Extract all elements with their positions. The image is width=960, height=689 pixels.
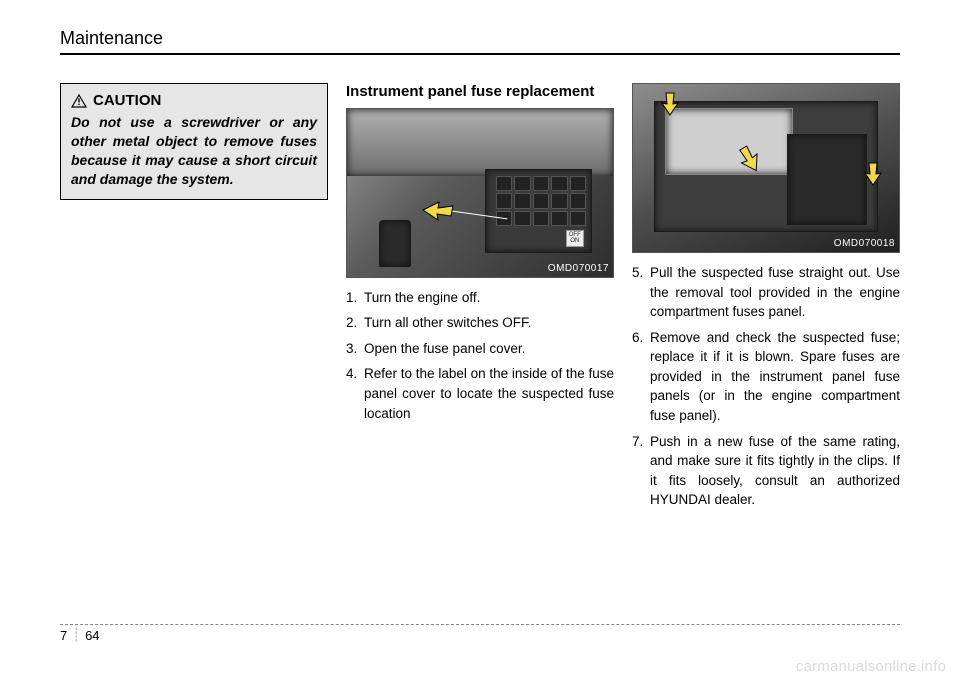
caution-title-row: CAUTION bbox=[71, 92, 317, 109]
step-item: 4.Refer to the label on the inside of th… bbox=[346, 364, 614, 423]
on-label: ON bbox=[569, 238, 581, 245]
step-text: Refer to the label on the inside of the … bbox=[362, 364, 614, 423]
arrow-icon bbox=[421, 196, 455, 231]
step-item: 6.Remove and check the suspected fuse; r… bbox=[632, 328, 900, 426]
step-number: 6. bbox=[632, 328, 648, 426]
steps-list-2: 5.Pull the suspected fuse straight out. … bbox=[632, 263, 900, 510]
column-3: OMD070018 5.Pull the suspected fuse stra… bbox=[632, 83, 900, 516]
section-header: Maintenance bbox=[60, 28, 900, 49]
step-number: 5. bbox=[632, 263, 648, 322]
caution-label: CAUTION bbox=[93, 92, 161, 109]
step-text: Pull the suspected fuse straight out. Us… bbox=[648, 263, 900, 322]
step-item: 7.Push in a new fuse of the same rating,… bbox=[632, 432, 900, 510]
step-number: 2. bbox=[346, 313, 362, 333]
step-item: 2.Turn all other switches OFF. bbox=[346, 313, 614, 333]
page-number: 7 ┊ 64 bbox=[60, 627, 900, 643]
steps-list-1: 1.Turn the engine off. 2.Turn all other … bbox=[346, 288, 614, 423]
step-number: 3. bbox=[346, 339, 362, 359]
step-text: Push in a new fuse of the same rating, a… bbox=[648, 432, 900, 510]
caution-box: CAUTION Do not use a screwdriver or any … bbox=[60, 83, 328, 200]
figure-instrument-panel: OFF ON OMD070017 bbox=[346, 108, 614, 278]
step-text: Open the fuse panel cover. bbox=[362, 339, 614, 359]
step-item: 1.Turn the engine off. bbox=[346, 288, 614, 308]
content-columns: CAUTION Do not use a screwdriver or any … bbox=[60, 83, 900, 516]
off-label: OFF bbox=[569, 232, 581, 239]
step-number: 4. bbox=[346, 364, 362, 423]
page-number-value: 64 bbox=[85, 628, 99, 643]
step-text: Turn all other switches OFF. bbox=[362, 313, 614, 333]
step-number: 1. bbox=[346, 288, 362, 308]
column-2: Instrument panel fuse replacement OFF bbox=[346, 83, 614, 516]
figure-code: OMD070017 bbox=[548, 263, 609, 274]
step-text: Remove and check the suspected fuse; rep… bbox=[648, 328, 900, 426]
caution-body: Do not use a screwdriver or any other me… bbox=[71, 113, 317, 189]
subsection-title: Instrument panel fuse replacement bbox=[346, 83, 614, 102]
page-sep: ┊ bbox=[69, 627, 83, 643]
step-item: 5.Pull the suspected fuse straight out. … bbox=[632, 263, 900, 322]
step-item: 3.Open the fuse panel cover. bbox=[346, 339, 614, 359]
footer-rule bbox=[60, 624, 900, 625]
chapter-number: 7 bbox=[60, 628, 67, 643]
column-1: CAUTION Do not use a screwdriver or any … bbox=[60, 83, 328, 516]
arrow-icon bbox=[863, 161, 883, 192]
step-number: 7. bbox=[632, 432, 648, 510]
caution-icon bbox=[71, 94, 87, 108]
figure-engine-compartment: OMD070018 bbox=[632, 83, 900, 253]
manual-page: Maintenance CAUTION Do not use a screwdr… bbox=[0, 0, 960, 689]
off-on-label: OFF ON bbox=[566, 230, 584, 247]
watermark: carmanualsonline.info bbox=[796, 658, 946, 675]
page-footer: 7 ┊ 64 bbox=[60, 624, 900, 643]
arrow-icon bbox=[660, 91, 680, 122]
header-rule bbox=[60, 53, 900, 55]
figure-code: OMD070018 bbox=[834, 238, 895, 249]
step-text: Turn the engine off. bbox=[362, 288, 614, 308]
